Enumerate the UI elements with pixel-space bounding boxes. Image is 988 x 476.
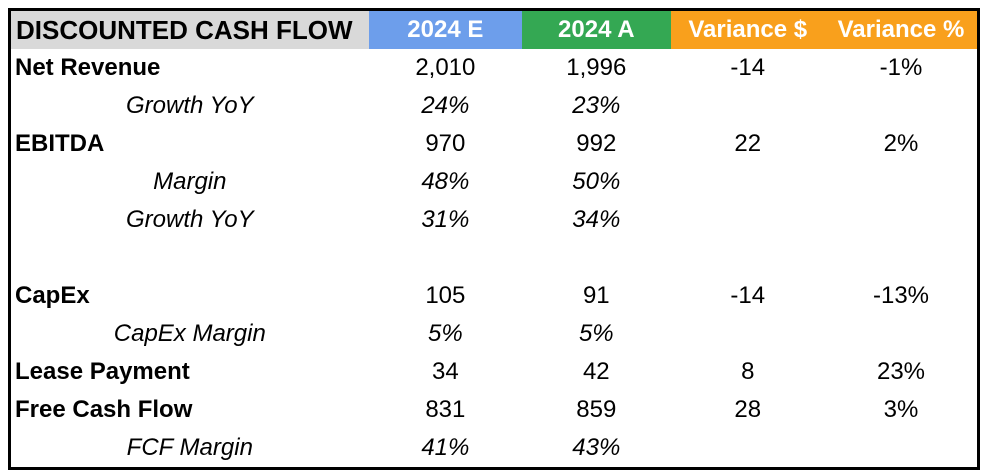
row-label: Lease Payment [15,358,190,385]
cell-variance-percent: -1% [879,54,923,81]
row-label: EBITDA [15,130,105,157]
row-label: CapEx [15,282,90,309]
cell-2024e: 31% [421,206,470,233]
cell-variance-dollar: 28 [734,396,762,423]
cell-variance-dollar [671,315,825,353]
cell-variance-percent [825,201,979,239]
cell-variance-dollar [671,429,825,469]
column-header-2024e: 2024 E [368,9,523,49]
cell-2024a: 43% [572,434,621,461]
row-label: Growth YoY [125,92,254,119]
cell-2024e: 5% [428,320,463,347]
row-label [10,239,369,277]
cell-2024a: 50% [572,168,621,195]
table-title: DISCOUNTED CASH FLOW [9,9,369,49]
cell-variance-dollar [671,163,825,201]
cell-variance-percent [825,163,979,201]
cell-2024e: 48% [421,168,470,195]
column-header-2024a: 2024 A [522,9,671,49]
table-row-spacer [10,239,979,277]
column-header-variance-percent: Variance % [825,9,979,49]
row-label: CapEx Margin [113,320,266,347]
cell-variance-dollar [671,239,825,277]
cell-variance-dollar: 22 [734,130,762,157]
cell-2024a [522,239,670,277]
cell-2024a: 992 [576,130,617,157]
table-row-capex: CapEx 105 91 -14 -13% [10,277,979,315]
table-row-ebitda-margin: Margin 48% 50% [10,163,979,201]
column-header-variance-dollar: Variance $ [670,9,825,49]
cell-2024a: 1,996 [566,54,627,81]
cell-variance-percent [825,239,979,277]
table-row-ebitda: EBITDA 970 992 22 2% [10,125,979,163]
row-label: Growth YoY [125,206,254,233]
cell-2024a: 91 [582,282,610,309]
row-label: Free Cash Flow [15,396,193,423]
table-row-ebitda-growth: Growth YoY 31% 34% [10,201,979,239]
dcf-table: DISCOUNTED CASH FLOW 2024 E 2024 A Varia… [8,8,980,470]
cell-variance-percent [825,315,979,353]
table-row-net-revenue: Net Revenue 2,010 1,996 -14 -1% [10,49,979,87]
cell-variance-percent [825,87,979,125]
cell-2024e [369,239,522,277]
row-label: FCF Margin [126,434,253,461]
table-row-fcf-margin: FCF Margin 41% 43% [10,429,979,469]
cell-2024e: 41% [421,434,470,461]
cell-2024a: 859 [576,396,617,423]
cell-2024a: 42 [582,358,610,385]
cell-2024a: 34% [572,206,621,233]
table-row-net-revenue-growth: Growth YoY 24% 23% [10,87,979,125]
cell-2024e: 34 [431,358,459,385]
cell-variance-dollar [671,87,825,125]
row-label: Net Revenue [15,54,161,81]
cell-variance-dollar: -14 [730,54,766,81]
cell-variance-percent: 2% [883,130,919,157]
table-row-lease-payment: Lease Payment 34 42 8 23% [10,353,979,391]
cell-2024a: 5% [578,320,614,347]
cell-variance-dollar [671,201,825,239]
cell-2024a: 23% [572,92,621,119]
cell-2024e: 105 [425,282,466,309]
cell-variance-percent: 23% [876,358,926,385]
header-row: DISCOUNTED CASH FLOW 2024 E 2024 A Varia… [9,9,979,49]
table-row-free-cash-flow: Free Cash Flow 831 859 28 3% [10,391,979,429]
cell-variance-percent: 3% [883,396,919,423]
row-label: Margin [153,168,227,195]
cell-variance-dollar: -14 [730,282,766,309]
cell-2024e: 2,010 [415,54,476,81]
cell-variance-dollar: 8 [741,358,755,385]
cell-variance-percent: -13% [872,282,930,309]
table-row-capex-margin: CapEx Margin 5% 5% [10,315,979,353]
cell-2024e: 24% [421,92,470,119]
cell-2024e: 831 [425,396,466,423]
cell-2024e: 970 [425,130,466,157]
cell-variance-percent [825,429,979,469]
